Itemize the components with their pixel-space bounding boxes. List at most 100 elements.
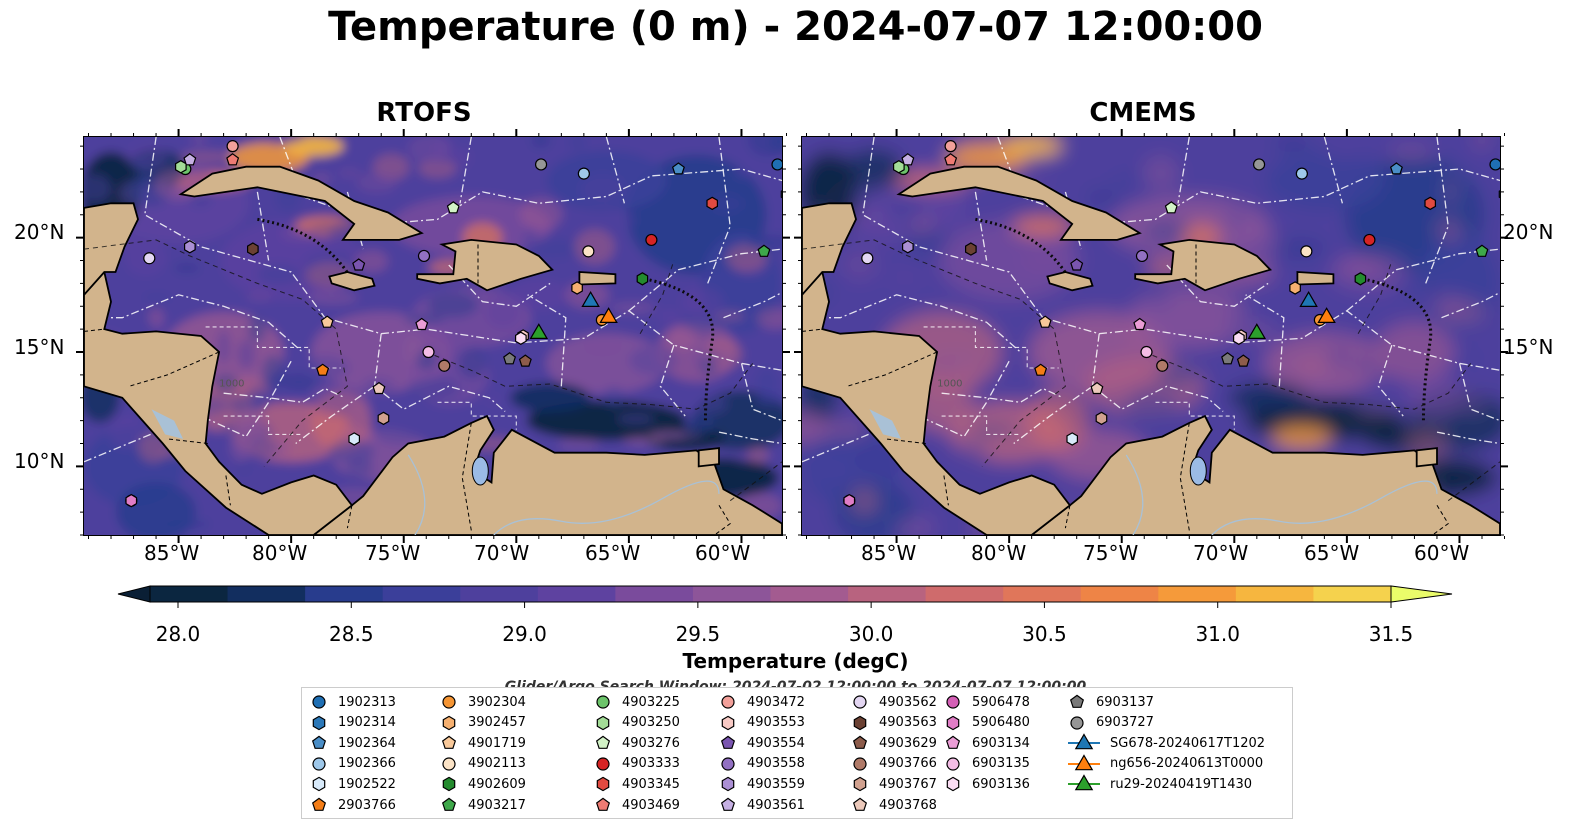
obs-marker-6903134[interactable] bbox=[1133, 317, 1147, 331]
legend-triangle-marker[interactable] bbox=[1074, 774, 1094, 791]
legend-marker[interactable] bbox=[442, 757, 456, 771]
legend-marker[interactable] bbox=[721, 715, 735, 730]
legend-marker[interactable] bbox=[311, 735, 327, 750]
obs-marker-1902313[interactable] bbox=[1489, 158, 1500, 171]
obs-marker-4902113[interactable] bbox=[1300, 245, 1313, 258]
obs-marker-1902522[interactable] bbox=[348, 432, 360, 446]
legend-marker[interactable] bbox=[442, 777, 456, 792]
obs-marker-5906480[interactable] bbox=[843, 493, 856, 508]
legend-marker[interactable] bbox=[442, 695, 456, 709]
legend-triangle-marker[interactable] bbox=[1074, 733, 1094, 750]
obs-marker-4903345[interactable] bbox=[1424, 196, 1437, 211]
obs-marker-1902522[interactable] bbox=[1066, 432, 1078, 446]
obs-marker-4903276[interactable] bbox=[446, 201, 460, 214]
legend-marker[interactable] bbox=[312, 757, 326, 771]
obs-marker-4903559[interactable] bbox=[183, 240, 196, 254]
legend-marker[interactable] bbox=[311, 797, 327, 811]
obs-marker-1902314[interactable] bbox=[780, 188, 782, 200]
obs-marker-4903333[interactable] bbox=[645, 233, 658, 247]
obs-marker-4903469[interactable] bbox=[944, 153, 958, 166]
map-panel-cmems[interactable]: 1000 bbox=[801, 136, 1501, 536]
legend-triangle-marker[interactable] bbox=[1074, 754, 1094, 771]
obs-marker-4903469[interactable] bbox=[226, 153, 240, 166]
legend-marker[interactable] bbox=[596, 757, 610, 771]
legend-marker[interactable] bbox=[946, 695, 960, 709]
legend-marker[interactable] bbox=[945, 735, 961, 750]
legend-marker[interactable] bbox=[312, 695, 326, 709]
legend-marker[interactable] bbox=[853, 777, 867, 792]
obs-marker-4903558[interactable] bbox=[417, 249, 431, 263]
legend-marker[interactable] bbox=[1069, 694, 1085, 708]
obs-marker-2903766[interactable] bbox=[1034, 363, 1048, 376]
obs-marker-4902609[interactable] bbox=[636, 272, 649, 286]
legend-marker[interactable] bbox=[441, 735, 457, 750]
obs-marker-4903562[interactable] bbox=[861, 252, 874, 265]
legend-marker[interactable] bbox=[946, 757, 960, 771]
obs-marker-4903472[interactable] bbox=[226, 140, 239, 153]
legend-marker[interactable] bbox=[312, 777, 326, 792]
map-panel-rtofs[interactable]: 1000 bbox=[83, 136, 783, 536]
obs-marker-6903135[interactable] bbox=[1140, 345, 1153, 359]
obs-marker-4901719[interactable] bbox=[320, 315, 334, 328]
obs-marker-4903276[interactable] bbox=[1164, 201, 1178, 214]
obs-marker-4903562[interactable] bbox=[143, 252, 156, 265]
obs-marker-6903134[interactable] bbox=[415, 317, 429, 331]
legend-marker[interactable] bbox=[721, 695, 735, 709]
obs-marker-6903137[interactable] bbox=[1221, 352, 1235, 365]
obs-marker-4903767[interactable] bbox=[1095, 411, 1108, 426]
obs-marker-4903217[interactable] bbox=[1475, 244, 1489, 257]
obs-marker-4903629[interactable] bbox=[1236, 354, 1250, 367]
obs-marker-1902314[interactable] bbox=[1498, 188, 1500, 200]
obs-marker-4903563[interactable] bbox=[247, 242, 259, 256]
legend-marker[interactable] bbox=[595, 797, 611, 811]
obs-marker-1902364[interactable] bbox=[671, 162, 685, 175]
obs-marker-ru29-20240419T1430[interactable] bbox=[529, 323, 549, 339]
obs-marker-SG678-20240617T1202[interactable] bbox=[1299, 291, 1318, 307]
obs-marker-4903558[interactable] bbox=[1135, 249, 1149, 263]
obs-marker-4903250[interactable] bbox=[892, 160, 905, 174]
legend-marker[interactable] bbox=[596, 715, 610, 730]
legend-marker[interactable] bbox=[853, 695, 867, 709]
legend-marker[interactable] bbox=[721, 757, 735, 771]
legend-marker[interactable] bbox=[720, 797, 736, 811]
obs-marker-4903766[interactable] bbox=[438, 359, 451, 372]
obs-marker-4903768[interactable] bbox=[1090, 381, 1104, 395]
obs-marker-3902457[interactable] bbox=[1289, 281, 1301, 295]
obs-marker-ng656-20240613T0000[interactable] bbox=[1317, 307, 1336, 323]
legend-marker[interactable] bbox=[946, 777, 960, 792]
obs-marker-4903217[interactable] bbox=[757, 244, 771, 257]
obs-marker-1902366[interactable] bbox=[1295, 167, 1308, 180]
obs-marker-4903559[interactable] bbox=[901, 240, 914, 254]
legend-marker[interactable] bbox=[442, 715, 456, 730]
obs-marker-4903333[interactable] bbox=[1363, 233, 1376, 247]
obs-marker-4903561[interactable] bbox=[901, 153, 915, 166]
obs-marker-4903472[interactable] bbox=[944, 140, 957, 153]
obs-marker-6903727[interactable] bbox=[534, 158, 548, 171]
obs-marker-4903554[interactable] bbox=[352, 258, 366, 271]
legend-marker[interactable] bbox=[853, 715, 867, 730]
obs-marker-4903345[interactable] bbox=[706, 196, 719, 211]
legend-marker[interactable] bbox=[852, 797, 868, 811]
obs-marker-4903768[interactable] bbox=[372, 381, 386, 395]
obs-marker-4903561[interactable] bbox=[183, 153, 197, 166]
obs-marker-1902313[interactable] bbox=[771, 158, 782, 171]
obs-marker-1902366[interactable] bbox=[577, 167, 590, 180]
obs-marker-4903554[interactable] bbox=[1070, 258, 1084, 271]
obs-marker-4903767[interactable] bbox=[377, 411, 390, 426]
legend-marker[interactable] bbox=[596, 777, 610, 792]
legend-marker[interactable] bbox=[852, 735, 868, 750]
obs-marker-4902113[interactable] bbox=[582, 245, 595, 258]
legend-marker[interactable] bbox=[312, 715, 326, 730]
obs-marker-5906480[interactable] bbox=[125, 493, 138, 508]
obs-marker-6903727[interactable] bbox=[1252, 158, 1266, 171]
obs-marker-3902457[interactable] bbox=[571, 281, 583, 295]
obs-marker-SG678-20240617T1202[interactable] bbox=[581, 291, 600, 307]
legend-marker[interactable] bbox=[596, 695, 610, 709]
obs-marker-ng656-20240613T0000[interactable] bbox=[599, 307, 618, 323]
legend-marker[interactable] bbox=[721, 777, 735, 792]
legend-marker[interactable] bbox=[595, 735, 611, 750]
legend-marker[interactable] bbox=[441, 797, 457, 811]
obs-marker-4902609[interactable] bbox=[1354, 272, 1367, 286]
obs-marker-6903136[interactable] bbox=[1233, 331, 1245, 345]
obs-marker-4903766[interactable] bbox=[1156, 359, 1169, 372]
